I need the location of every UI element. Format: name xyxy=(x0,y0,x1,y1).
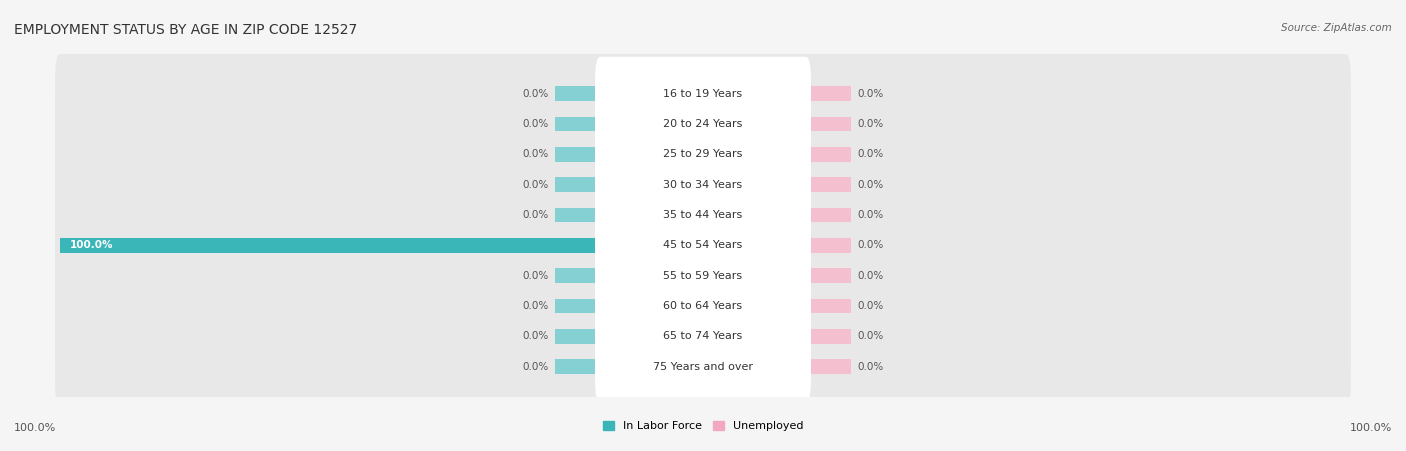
Text: 100.0%: 100.0% xyxy=(70,240,114,250)
Text: 75 Years and over: 75 Years and over xyxy=(652,362,754,372)
Text: Source: ZipAtlas.com: Source: ZipAtlas.com xyxy=(1281,23,1392,32)
Text: 65 to 74 Years: 65 to 74 Years xyxy=(664,331,742,341)
Bar xyxy=(806,147,851,161)
Text: 0.0%: 0.0% xyxy=(858,149,883,159)
FancyBboxPatch shape xyxy=(595,299,811,373)
Text: 0.0%: 0.0% xyxy=(523,301,548,311)
Bar xyxy=(555,86,600,101)
Bar xyxy=(806,268,851,283)
Text: 45 to 54 Years: 45 to 54 Years xyxy=(664,240,742,250)
Text: 55 to 59 Years: 55 to 59 Years xyxy=(664,271,742,281)
Text: 16 to 19 Years: 16 to 19 Years xyxy=(664,88,742,99)
Bar xyxy=(806,207,851,222)
FancyBboxPatch shape xyxy=(55,266,1351,345)
FancyBboxPatch shape xyxy=(595,57,811,130)
FancyBboxPatch shape xyxy=(55,297,1351,376)
FancyBboxPatch shape xyxy=(595,269,811,343)
Bar xyxy=(555,268,600,283)
Bar xyxy=(555,177,600,192)
FancyBboxPatch shape xyxy=(595,208,811,282)
Bar xyxy=(806,299,851,313)
Bar xyxy=(555,207,600,222)
Text: 100.0%: 100.0% xyxy=(14,423,56,433)
Text: 0.0%: 0.0% xyxy=(858,301,883,311)
Text: 20 to 24 Years: 20 to 24 Years xyxy=(664,119,742,129)
Text: 30 to 34 Years: 30 to 34 Years xyxy=(664,179,742,189)
FancyBboxPatch shape xyxy=(595,87,811,161)
Text: 0.0%: 0.0% xyxy=(523,149,548,159)
Text: 35 to 44 Years: 35 to 44 Years xyxy=(664,210,742,220)
Text: 0.0%: 0.0% xyxy=(523,210,548,220)
FancyBboxPatch shape xyxy=(55,206,1351,285)
Bar xyxy=(555,147,600,161)
Bar xyxy=(806,238,851,253)
FancyBboxPatch shape xyxy=(55,175,1351,254)
FancyBboxPatch shape xyxy=(595,330,811,403)
Text: 0.0%: 0.0% xyxy=(523,331,548,341)
Bar xyxy=(60,238,600,253)
Bar xyxy=(555,116,600,131)
Text: 0.0%: 0.0% xyxy=(858,210,883,220)
Text: 0.0%: 0.0% xyxy=(523,119,548,129)
Text: 0.0%: 0.0% xyxy=(858,271,883,281)
FancyBboxPatch shape xyxy=(595,148,811,221)
Text: 100.0%: 100.0% xyxy=(1350,423,1392,433)
Bar xyxy=(555,329,600,344)
Text: EMPLOYMENT STATUS BY AGE IN ZIP CODE 12527: EMPLOYMENT STATUS BY AGE IN ZIP CODE 125… xyxy=(14,23,357,37)
FancyBboxPatch shape xyxy=(55,54,1351,133)
Text: 0.0%: 0.0% xyxy=(523,362,548,372)
FancyBboxPatch shape xyxy=(55,236,1351,315)
Bar xyxy=(806,359,851,374)
FancyBboxPatch shape xyxy=(595,117,811,191)
Bar xyxy=(555,359,600,374)
Text: 0.0%: 0.0% xyxy=(523,88,548,99)
Text: 0.0%: 0.0% xyxy=(523,271,548,281)
Text: 60 to 64 Years: 60 to 64 Years xyxy=(664,301,742,311)
FancyBboxPatch shape xyxy=(55,145,1351,224)
FancyBboxPatch shape xyxy=(595,178,811,252)
Text: 0.0%: 0.0% xyxy=(858,331,883,341)
Text: 0.0%: 0.0% xyxy=(858,362,883,372)
FancyBboxPatch shape xyxy=(55,115,1351,194)
FancyBboxPatch shape xyxy=(55,84,1351,164)
Bar xyxy=(555,299,600,313)
Legend: In Labor Force, Unemployed: In Labor Force, Unemployed xyxy=(598,417,808,436)
Bar xyxy=(806,177,851,192)
Text: 0.0%: 0.0% xyxy=(858,240,883,250)
FancyBboxPatch shape xyxy=(595,239,811,313)
Text: 25 to 29 Years: 25 to 29 Years xyxy=(664,149,742,159)
FancyBboxPatch shape xyxy=(55,327,1351,406)
Text: 0.0%: 0.0% xyxy=(858,119,883,129)
Bar xyxy=(806,329,851,344)
Text: 0.0%: 0.0% xyxy=(523,179,548,189)
Bar xyxy=(806,86,851,101)
Text: 0.0%: 0.0% xyxy=(858,179,883,189)
Text: 0.0%: 0.0% xyxy=(858,88,883,99)
Bar xyxy=(806,116,851,131)
